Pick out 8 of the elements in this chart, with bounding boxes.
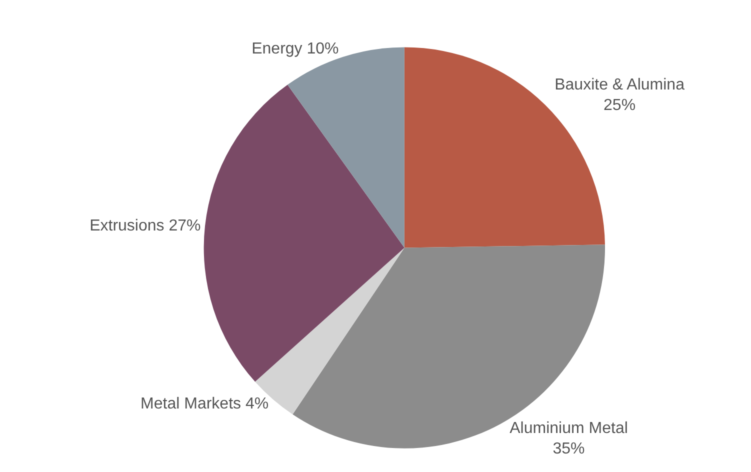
data-label: 25% — [604, 97, 636, 114]
data-label: 35% — [552, 440, 585, 458]
slice-label: Metal Markets 4% — [140, 396, 269, 413]
slice-label: Aluminium Metal — [510, 420, 628, 437]
slice-label: Energy 10% — [252, 40, 339, 58]
slice-label: Extrusions 27% — [90, 217, 201, 234]
pie-slice — [204, 84, 404, 382]
slice-label: Bauxite & Alumina — [554, 76, 685, 94]
